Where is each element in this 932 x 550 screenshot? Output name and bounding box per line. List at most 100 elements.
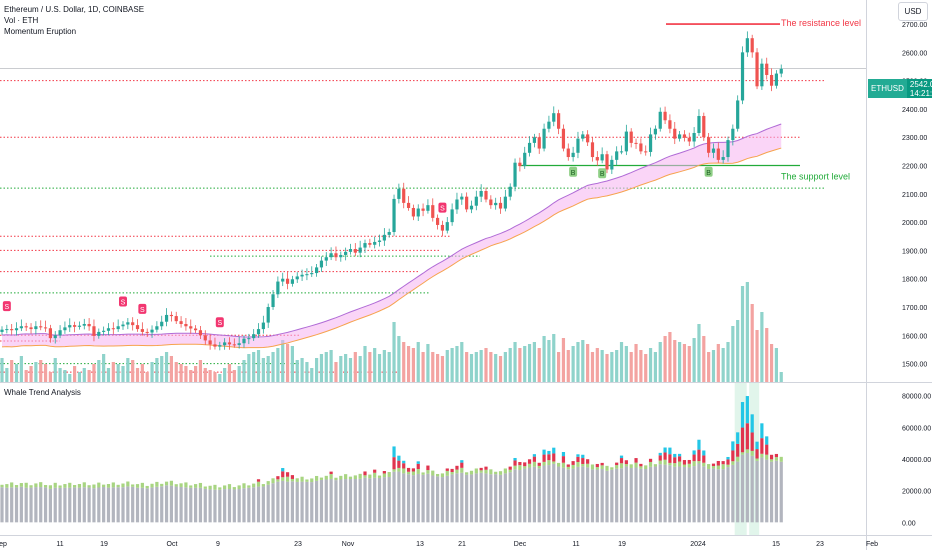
volume-bar [615, 350, 619, 382]
whale-bar-segment [208, 485, 212, 490]
candle-body [43, 327, 48, 329]
volume-bar [605, 354, 609, 382]
candle-body [387, 232, 391, 235]
candle-body [406, 202, 411, 208]
whale-bar-segment [53, 482, 57, 488]
volume-bar [678, 342, 682, 382]
band-fill [2, 124, 782, 348]
volume-bar [237, 366, 241, 382]
whale-bar-segment [232, 489, 236, 523]
whale-bar-segment [532, 456, 536, 462]
candle-body [24, 326, 28, 328]
candle-body [266, 307, 270, 323]
candle-body [445, 222, 449, 231]
whale-bar-segment [227, 484, 232, 490]
whale-bar-segment [271, 478, 275, 484]
whale-bar-segment [266, 484, 270, 523]
whale-bar-segment [731, 464, 735, 523]
volume-bar [339, 356, 343, 382]
band-lower [1, 147, 782, 349]
volume-bar [765, 328, 769, 382]
volume-bar [426, 344, 430, 382]
whale-bar-segment [339, 479, 343, 523]
volume-indicator-label[interactable]: Vol · ETH [4, 16, 39, 25]
whale-bar-segment [629, 467, 633, 523]
volume-bar [542, 336, 546, 382]
momentum-indicator-label[interactable]: Momentum Eruption [4, 27, 77, 36]
volume-bar [532, 342, 536, 382]
x-tick-label: 21 [458, 541, 466, 548]
volume-bar [561, 338, 566, 382]
whale-bar-segment [745, 449, 749, 453]
whale-bar-segment [450, 474, 454, 523]
candle-body [469, 205, 474, 210]
volume-bar [126, 358, 130, 382]
whale-bar-segment [24, 482, 28, 488]
whale-bar-segment [779, 456, 783, 462]
whale-bar-segment [750, 432, 754, 451]
whale-bar-segment [518, 465, 522, 471]
whale-bar-segment [644, 469, 648, 523]
whale-bar-segment [131, 484, 135, 487]
whale-bar-segment [445, 468, 449, 471]
whale-bar-segment [203, 486, 207, 489]
volume-bar [440, 356, 445, 382]
chart-title[interactable]: Ethereum / U.S. Dollar, 1D, COINBASE [4, 5, 145, 14]
whale-bar-segment [721, 469, 725, 523]
whale-bar-segment [736, 456, 740, 462]
whale-bar-segment [711, 468, 716, 523]
volume-bar [639, 350, 643, 382]
whale-bar-segment [82, 482, 86, 488]
currency-button[interactable]: USD [898, 2, 928, 21]
whale-bar-segment [494, 471, 498, 475]
whale-bar-segment [581, 463, 585, 467]
volume-bar [460, 342, 464, 382]
whale-bar-segment [561, 467, 566, 523]
whale-bar-segment [305, 479, 309, 482]
volume-bar [348, 358, 353, 382]
candle-body [411, 207, 415, 217]
whale-bar-segment [334, 480, 338, 523]
buy-signal-label: B [706, 170, 711, 177]
volume-bar [155, 358, 159, 382]
lower-pane-legend: Whale Trend Analysis [4, 387, 81, 398]
candle-body [208, 340, 212, 345]
whale-bar-segment [740, 452, 745, 455]
x-tick-label: 11 [572, 541, 579, 548]
candle-body [769, 74, 774, 86]
whale-bar-segment [484, 466, 488, 470]
price-tag: ETHUSD 2542.02 14:21:13 [868, 79, 932, 98]
whale-indicator-label[interactable]: Whale Trend Analysis [4, 388, 81, 397]
volume-bar [600, 350, 604, 382]
volume-bar [581, 340, 585, 382]
whale-bar-segment [707, 468, 711, 523]
whale-bar-segment [406, 467, 411, 472]
whale-bar-segment [765, 436, 769, 445]
whale-bar-segment [774, 453, 778, 458]
highlight-zone [749, 383, 760, 535]
volume-bar [77, 372, 82, 382]
whale-bar-segment [750, 450, 754, 456]
volume-bar [455, 346, 459, 382]
x-tick-label: 19 [100, 541, 108, 548]
whale-bar-segment [663, 447, 667, 453]
volume-bar [402, 342, 406, 382]
whale-bar-segment [87, 487, 91, 523]
y-tick-label-lower: 40000.00 [902, 457, 931, 464]
candle-body [450, 209, 454, 223]
volume-bar [295, 360, 299, 382]
whale-bar-segment [329, 471, 333, 475]
whale-bar-segment [605, 470, 609, 523]
volume-bar [750, 304, 754, 382]
x-tick-label: Oct [167, 541, 178, 548]
candle-body [508, 186, 512, 197]
sell-signal-label: S [5, 304, 10, 311]
volume-bar [169, 356, 173, 382]
volume-bar [353, 352, 357, 382]
whale-bar-segment [445, 475, 449, 523]
candle-body [116, 326, 120, 330]
whale-bar-segment [174, 484, 178, 487]
whale-bar-segment [164, 485, 169, 523]
